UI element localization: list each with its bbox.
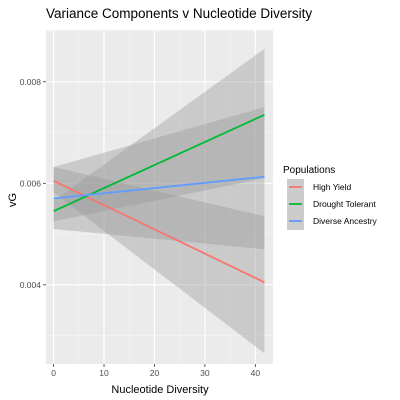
legend-label: Drought Tolerant: [313, 199, 376, 209]
legend-title: Populations: [283, 165, 335, 176]
y-tick-label: 0.004: [20, 280, 42, 290]
legend: Populations High Yield Drought Tolerant Di…: [283, 165, 378, 230]
x-axis: 0 10 20 30 40: [51, 364, 260, 378]
line-high-yield: [53, 179, 265, 284]
band-diverse-ancestry: [53, 107, 265, 250]
x-tick-label: 10: [99, 368, 109, 378]
trend-lines: [53, 113, 265, 284]
band-high-yield: [53, 167, 265, 354]
y-tick-label: 0.006: [20, 178, 42, 188]
y-axis-title: vG: [7, 193, 19, 207]
y-axis: 0.004 0.006 0.008: [20, 77, 46, 290]
legend-label: High Yield: [313, 182, 352, 192]
y-tick-label: 0.008: [20, 77, 42, 87]
chart-title: Variance Components v Nucleotide Diversi…: [46, 6, 312, 21]
legend-label: Diverse Ancestry: [313, 216, 378, 226]
band-drought-tolerant: [53, 48, 265, 222]
x-tick-label: 40: [251, 368, 261, 378]
x-tick-label: 30: [200, 368, 210, 378]
grid-major: [46, 30, 273, 364]
x-axis-title: Nucleotide Diversity: [111, 384, 209, 396]
grid-minor: [46, 30, 273, 364]
x-tick-label: 20: [150, 368, 160, 378]
confidence-bands: [53, 48, 265, 354]
x-tick-label: 0: [51, 368, 56, 378]
line-diverse-ancestry: [53, 175, 265, 200]
